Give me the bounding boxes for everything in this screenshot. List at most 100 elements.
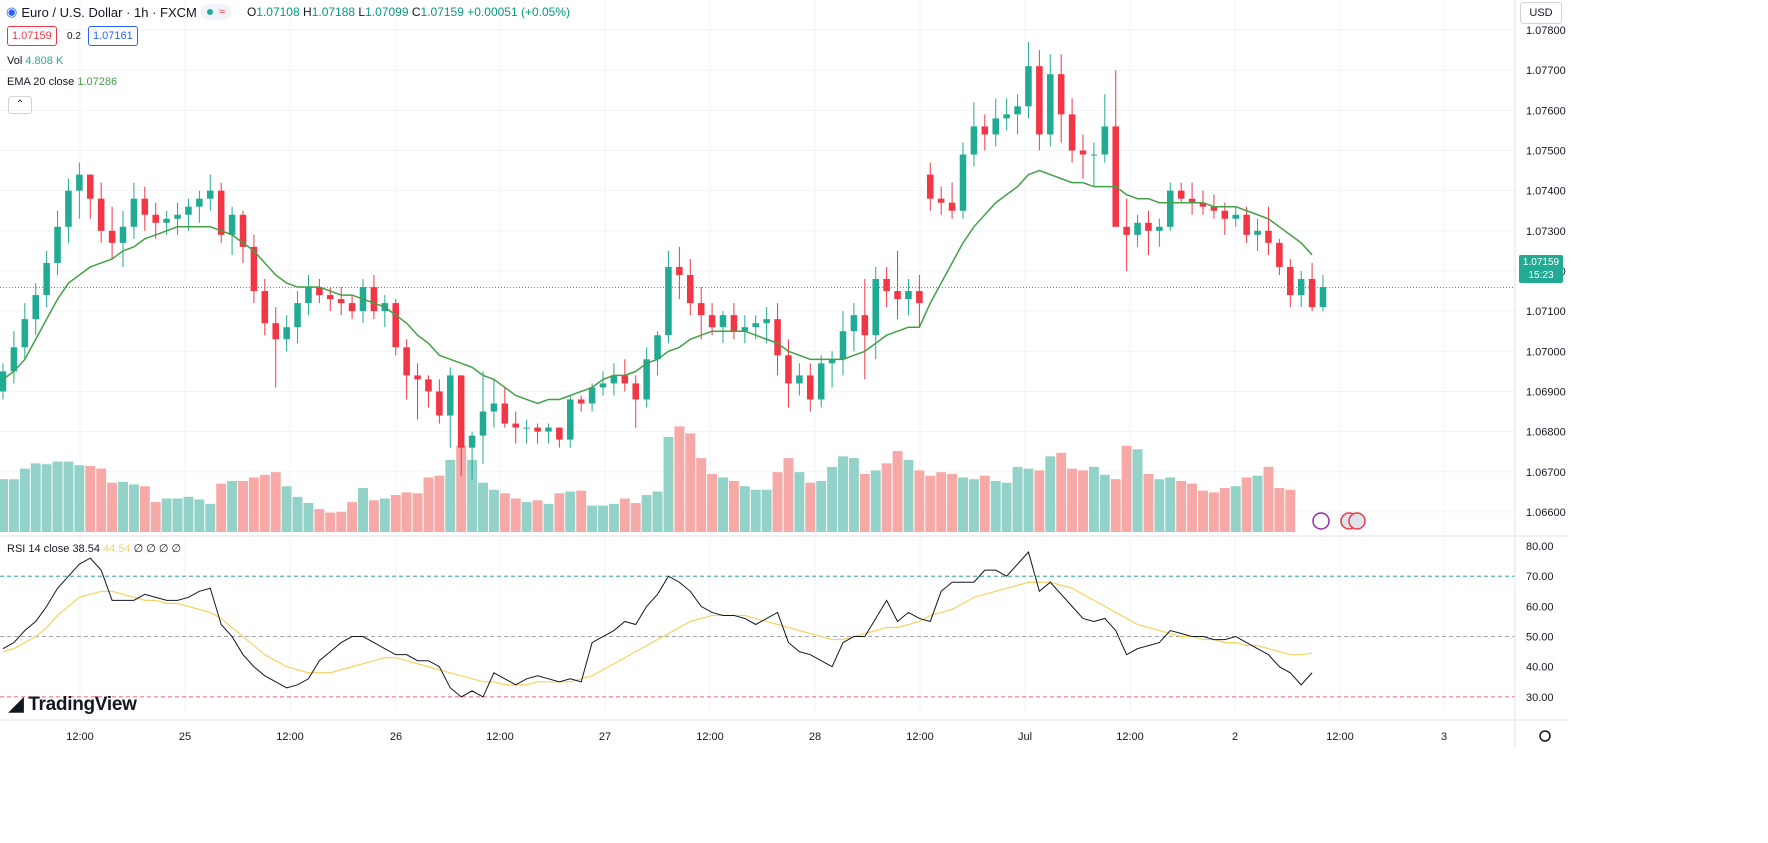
rsi-legend[interactable]: RSI 14 close 38.54 44.54 ∅ ∅ ∅ ∅ [7, 543, 182, 555]
volume-bar [576, 490, 587, 532]
candle-body [447, 375, 454, 416]
candle-body [927, 174, 934, 199]
candle-body [992, 118, 999, 135]
price-tick-label: 1.07700 [1526, 65, 1566, 77]
candle-body [43, 262, 50, 296]
time-tick-label: 12:00 [1116, 731, 1144, 743]
candle-body [665, 266, 672, 336]
candle-body [556, 427, 563, 440]
candle-body [501, 403, 509, 424]
volume-bar [1110, 479, 1121, 532]
candle-body [937, 198, 945, 203]
volume-bar [128, 484, 139, 532]
candle-body [1167, 190, 1174, 227]
ema-legend[interactable]: EMA 20 close 1.07286 [7, 76, 118, 88]
settings-gear-icon [1539, 730, 1551, 742]
candle-body [0, 371, 7, 392]
volume-bar [499, 493, 510, 532]
candle-body [228, 214, 236, 235]
volume-bar [1099, 474, 1110, 532]
price-tick-label: 1.07100 [1526, 306, 1566, 318]
globe-icon: ◉ [6, 4, 18, 19]
volume-bar [292, 496, 303, 532]
volume-bar [979, 475, 990, 532]
volume-bar [1285, 489, 1296, 532]
volume-bar [1056, 452, 1067, 532]
volume-bar [390, 495, 401, 532]
candle-body [1047, 74, 1054, 135]
volume-bar [859, 473, 870, 532]
candle-body [97, 198, 105, 231]
volume-bar [990, 480, 1001, 532]
volume-bar [96, 468, 107, 532]
buy-price-button[interactable]: 1.07161 [88, 26, 138, 46]
symbol-title[interactable]: Euro / U.S. Dollar · 1h · FXCM [21, 4, 197, 20]
volume-bar [543, 503, 554, 532]
candle-body [414, 375, 421, 380]
volume-bar [1012, 466, 1023, 532]
tradingview-logo[interactable]: ◢ TradingView [9, 694, 137, 715]
sell-price-button[interactable]: 1.07159 [7, 26, 57, 46]
candle-body [883, 279, 890, 292]
time-tick-label: 25 [179, 731, 191, 743]
volume-bar [881, 463, 892, 532]
candle-body [87, 174, 94, 199]
candle-body [534, 427, 541, 432]
volume-bar [1208, 492, 1219, 532]
currency-selector[interactable]: USD [1520, 2, 1562, 24]
volume-bar [1143, 473, 1154, 532]
candle-body [774, 319, 781, 356]
volume-bar [903, 459, 914, 532]
candle-body [697, 303, 705, 316]
price-tick-label: 1.07500 [1526, 146, 1566, 158]
candle-body [741, 327, 749, 332]
price-tick-label: 1.06900 [1526, 386, 1566, 398]
chart-canvas[interactable]: 1.06600 1.06700 1.06800 1.06900 1.07000 1.071… [0, 0, 1568, 748]
candle-body [436, 391, 443, 416]
price-tick-label: 1.07300 [1526, 226, 1566, 238]
candle-body [1090, 154, 1098, 156]
candle-body [152, 214, 159, 223]
volume-bar [914, 470, 925, 532]
volume-bar [161, 498, 172, 532]
candle-body [425, 379, 432, 392]
volume-bar [1241, 477, 1252, 532]
volume-bar [1023, 468, 1034, 532]
event-icons[interactable] [1312, 512, 1551, 742]
time-tick-label: 26 [390, 731, 402, 743]
volume-bar [423, 477, 434, 532]
time-tick-label: 12:00 [66, 731, 94, 743]
candle-body [1276, 242, 1283, 267]
ema-line [2, 169, 1313, 405]
collapse-legend-button[interactable]: ⌃ [8, 96, 32, 114]
candle-body [970, 126, 978, 155]
volume-bar [630, 502, 641, 532]
candle-body [1199, 202, 1207, 207]
rsi-tick-label: 80.00 [1526, 541, 1554, 553]
candle-body [108, 230, 116, 243]
market-status-pill[interactable]: ≈ [200, 4, 231, 20]
volume-bar [554, 493, 565, 532]
candle-body [403, 347, 410, 376]
volume-bar [63, 461, 74, 532]
volume-bar [925, 475, 936, 532]
time-tick-label: 12:00 [486, 731, 514, 743]
volume-bar [216, 483, 227, 532]
candle-body [32, 295, 39, 320]
volume-legend[interactable]: Vol 4.808 K [7, 55, 64, 67]
candle-body [730, 315, 738, 332]
volume-bar [107, 482, 118, 532]
wave-icon: ≈ [218, 6, 225, 18]
volume-bar [74, 465, 85, 532]
candle-body [1221, 210, 1229, 219]
candle-body [1123, 226, 1130, 235]
candle-body [337, 299, 345, 304]
volume-bar [227, 480, 238, 532]
candle-body [599, 383, 607, 388]
candle-body [1079, 150, 1087, 155]
rsi-tick-label: 30.00 [1526, 692, 1554, 704]
volume-bar [467, 459, 478, 532]
candle-body [468, 435, 476, 448]
candle-body [785, 355, 792, 384]
axes: 1.06600 1.06700 1.06800 1.06900 1.07000 1.071… [0, 0, 1568, 748]
